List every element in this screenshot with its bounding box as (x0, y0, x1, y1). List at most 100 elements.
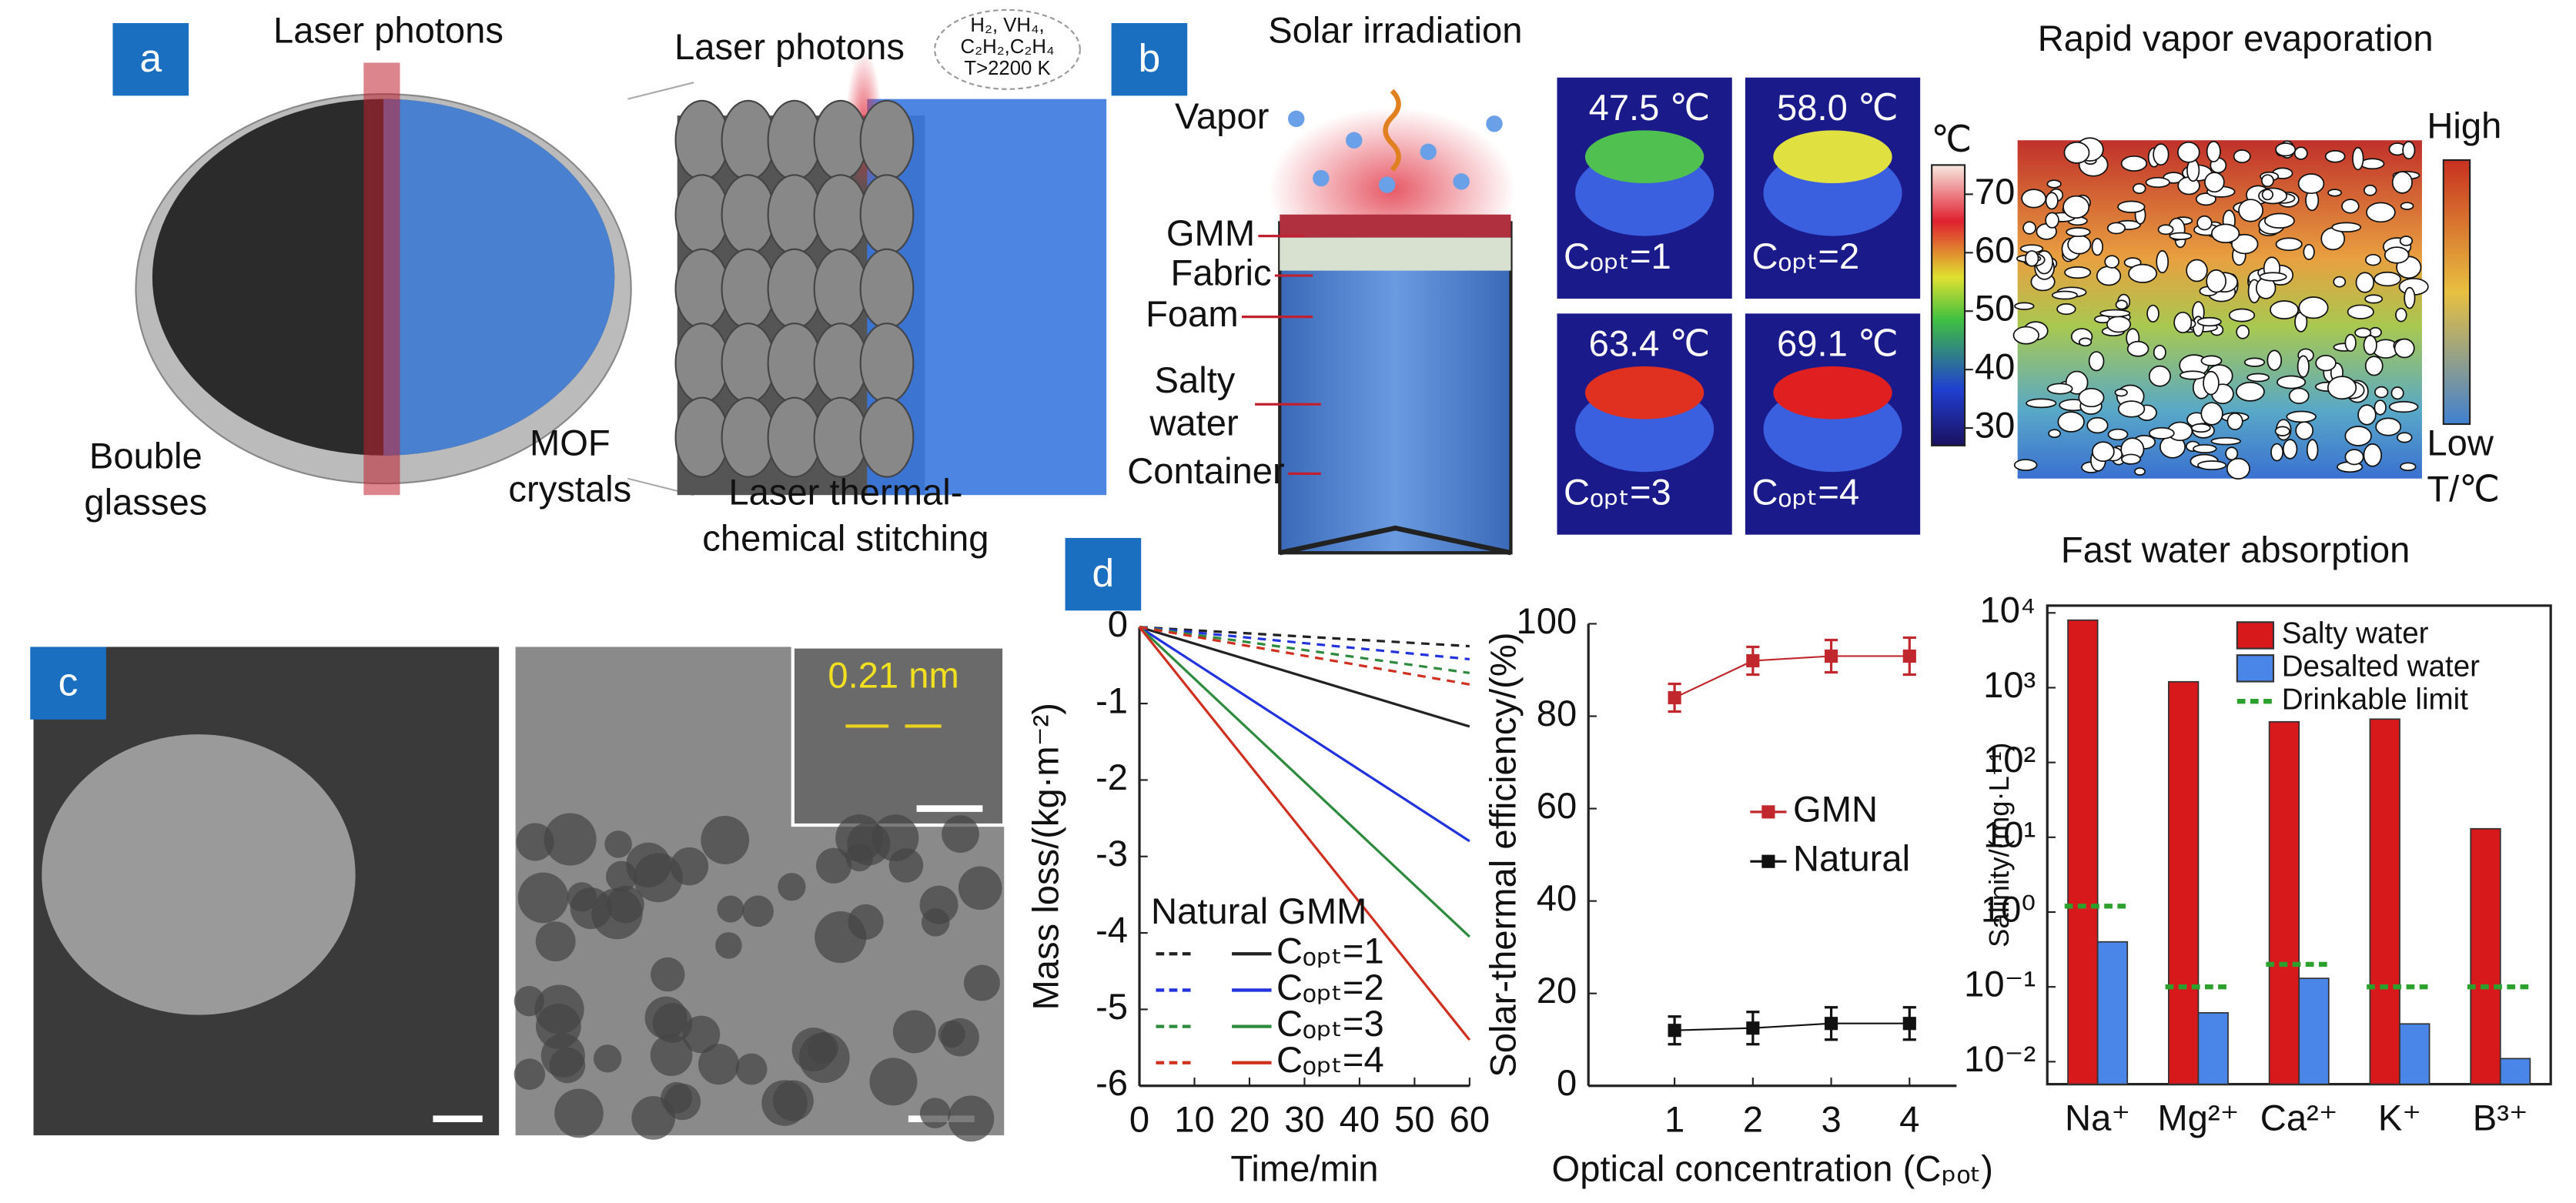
legend-title: Natural GMM (1151, 891, 1367, 931)
pore (2233, 149, 2251, 164)
particle (948, 1095, 995, 1142)
pore (2261, 189, 2273, 201)
particle (958, 866, 1002, 911)
cone (813, 396, 868, 478)
pore (2327, 189, 2343, 197)
pore (2298, 296, 2329, 319)
pore (2177, 141, 2200, 163)
legend-label: Cₒₚₜ=2 (1276, 967, 1384, 1008)
label: ℃ (1931, 119, 1972, 159)
pore (2400, 462, 2417, 472)
y-tick-label: 100 (1517, 600, 1577, 641)
pore (2045, 212, 2059, 229)
cone (674, 396, 730, 478)
pore (2384, 246, 2410, 264)
label: High (2427, 105, 2501, 146)
pore (2014, 302, 2035, 310)
pore (2153, 344, 2166, 360)
particle (791, 1028, 836, 1071)
label: 0.21 nm (828, 655, 958, 696)
pore (2357, 404, 2377, 426)
pore (2286, 410, 2317, 423)
particle (517, 872, 569, 924)
pore (2196, 316, 2222, 327)
label: Cₒₚₜ=4 (1751, 472, 1859, 513)
label: Container (1127, 450, 1284, 491)
y-tick-label: -1 (1096, 680, 1128, 721)
pore (2315, 355, 2337, 372)
y-tick-label: 0 (1108, 603, 1128, 644)
x-tick-label: B³⁺ (2473, 1097, 2528, 1138)
pore (2062, 195, 2090, 219)
pore (2275, 142, 2297, 157)
colorbar (1931, 164, 1966, 446)
label: glasses (84, 482, 207, 523)
label: Solar irradiation (1268, 9, 1522, 50)
cone (859, 174, 915, 256)
pore (2270, 443, 2284, 462)
thermal-top (1773, 130, 1892, 183)
cone (859, 396, 915, 478)
bar (2167, 680, 2200, 1085)
panel-c-art (33, 645, 1006, 1136)
label: Foam (1146, 293, 1239, 334)
gmm-line (1139, 626, 1470, 843)
y-tick-label: 20 (1537, 970, 1577, 1011)
pore (2225, 446, 2239, 461)
particle (815, 911, 867, 964)
pore (2186, 259, 2208, 282)
legend-label: GMN (1793, 788, 1878, 829)
particle (514, 1058, 546, 1090)
x-tick-label: Mg²⁺ (2157, 1097, 2239, 1138)
legend-label: Cₒₚₜ=4 (1276, 1039, 1384, 1080)
pore (2146, 304, 2159, 323)
pore (2148, 426, 2175, 439)
y-axis-title: Mass loss/(kg·m⁻²) (1025, 703, 1066, 1011)
natural-line (1139, 626, 1470, 686)
pore (2086, 416, 2109, 434)
pore (2397, 432, 2413, 443)
pore (2148, 365, 2171, 387)
pore (2354, 327, 2372, 339)
y-tick-label: 80 (1537, 693, 1577, 733)
pore (2128, 263, 2158, 283)
pore (2078, 337, 2093, 347)
pore (2391, 171, 2413, 194)
cone (859, 99, 915, 181)
y-tick-label: 10³ (1983, 664, 2036, 705)
thermal-top (1773, 366, 1892, 419)
particle (698, 1044, 739, 1085)
particle (664, 1083, 701, 1121)
pore (2104, 255, 2119, 269)
label: Salty (1155, 359, 1236, 400)
label: Fast water absorption (2061, 530, 2410, 570)
pore (2394, 338, 2415, 359)
y-tick-label: 10² (1983, 739, 2036, 780)
label: T/℃ (2427, 468, 2500, 509)
particle (761, 1080, 808, 1126)
colorbar-tick-label: 50 (1975, 288, 2015, 329)
y-tick-label: -4 (1096, 910, 1128, 951)
panel-badge (112, 23, 189, 96)
label: Fabric (1171, 252, 1272, 293)
legend-label: Desalted water (2282, 650, 2480, 683)
y-tick-label: 10⁴ (1980, 590, 2036, 630)
colorbar-tick-label: 30 (1975, 405, 2015, 446)
cone (813, 174, 868, 256)
particle (670, 847, 709, 886)
particle (593, 1044, 622, 1073)
point (1902, 649, 1916, 663)
particle (742, 895, 774, 927)
pore (2344, 426, 2372, 446)
pore (2263, 212, 2295, 229)
cone (767, 248, 822, 329)
particle (921, 908, 950, 937)
pore (2259, 272, 2287, 282)
label: Bouble (89, 435, 202, 476)
pore (2091, 238, 2103, 256)
pore (2046, 179, 2062, 189)
pore (2324, 149, 2346, 163)
pore (2190, 423, 2211, 433)
particle (888, 848, 924, 883)
